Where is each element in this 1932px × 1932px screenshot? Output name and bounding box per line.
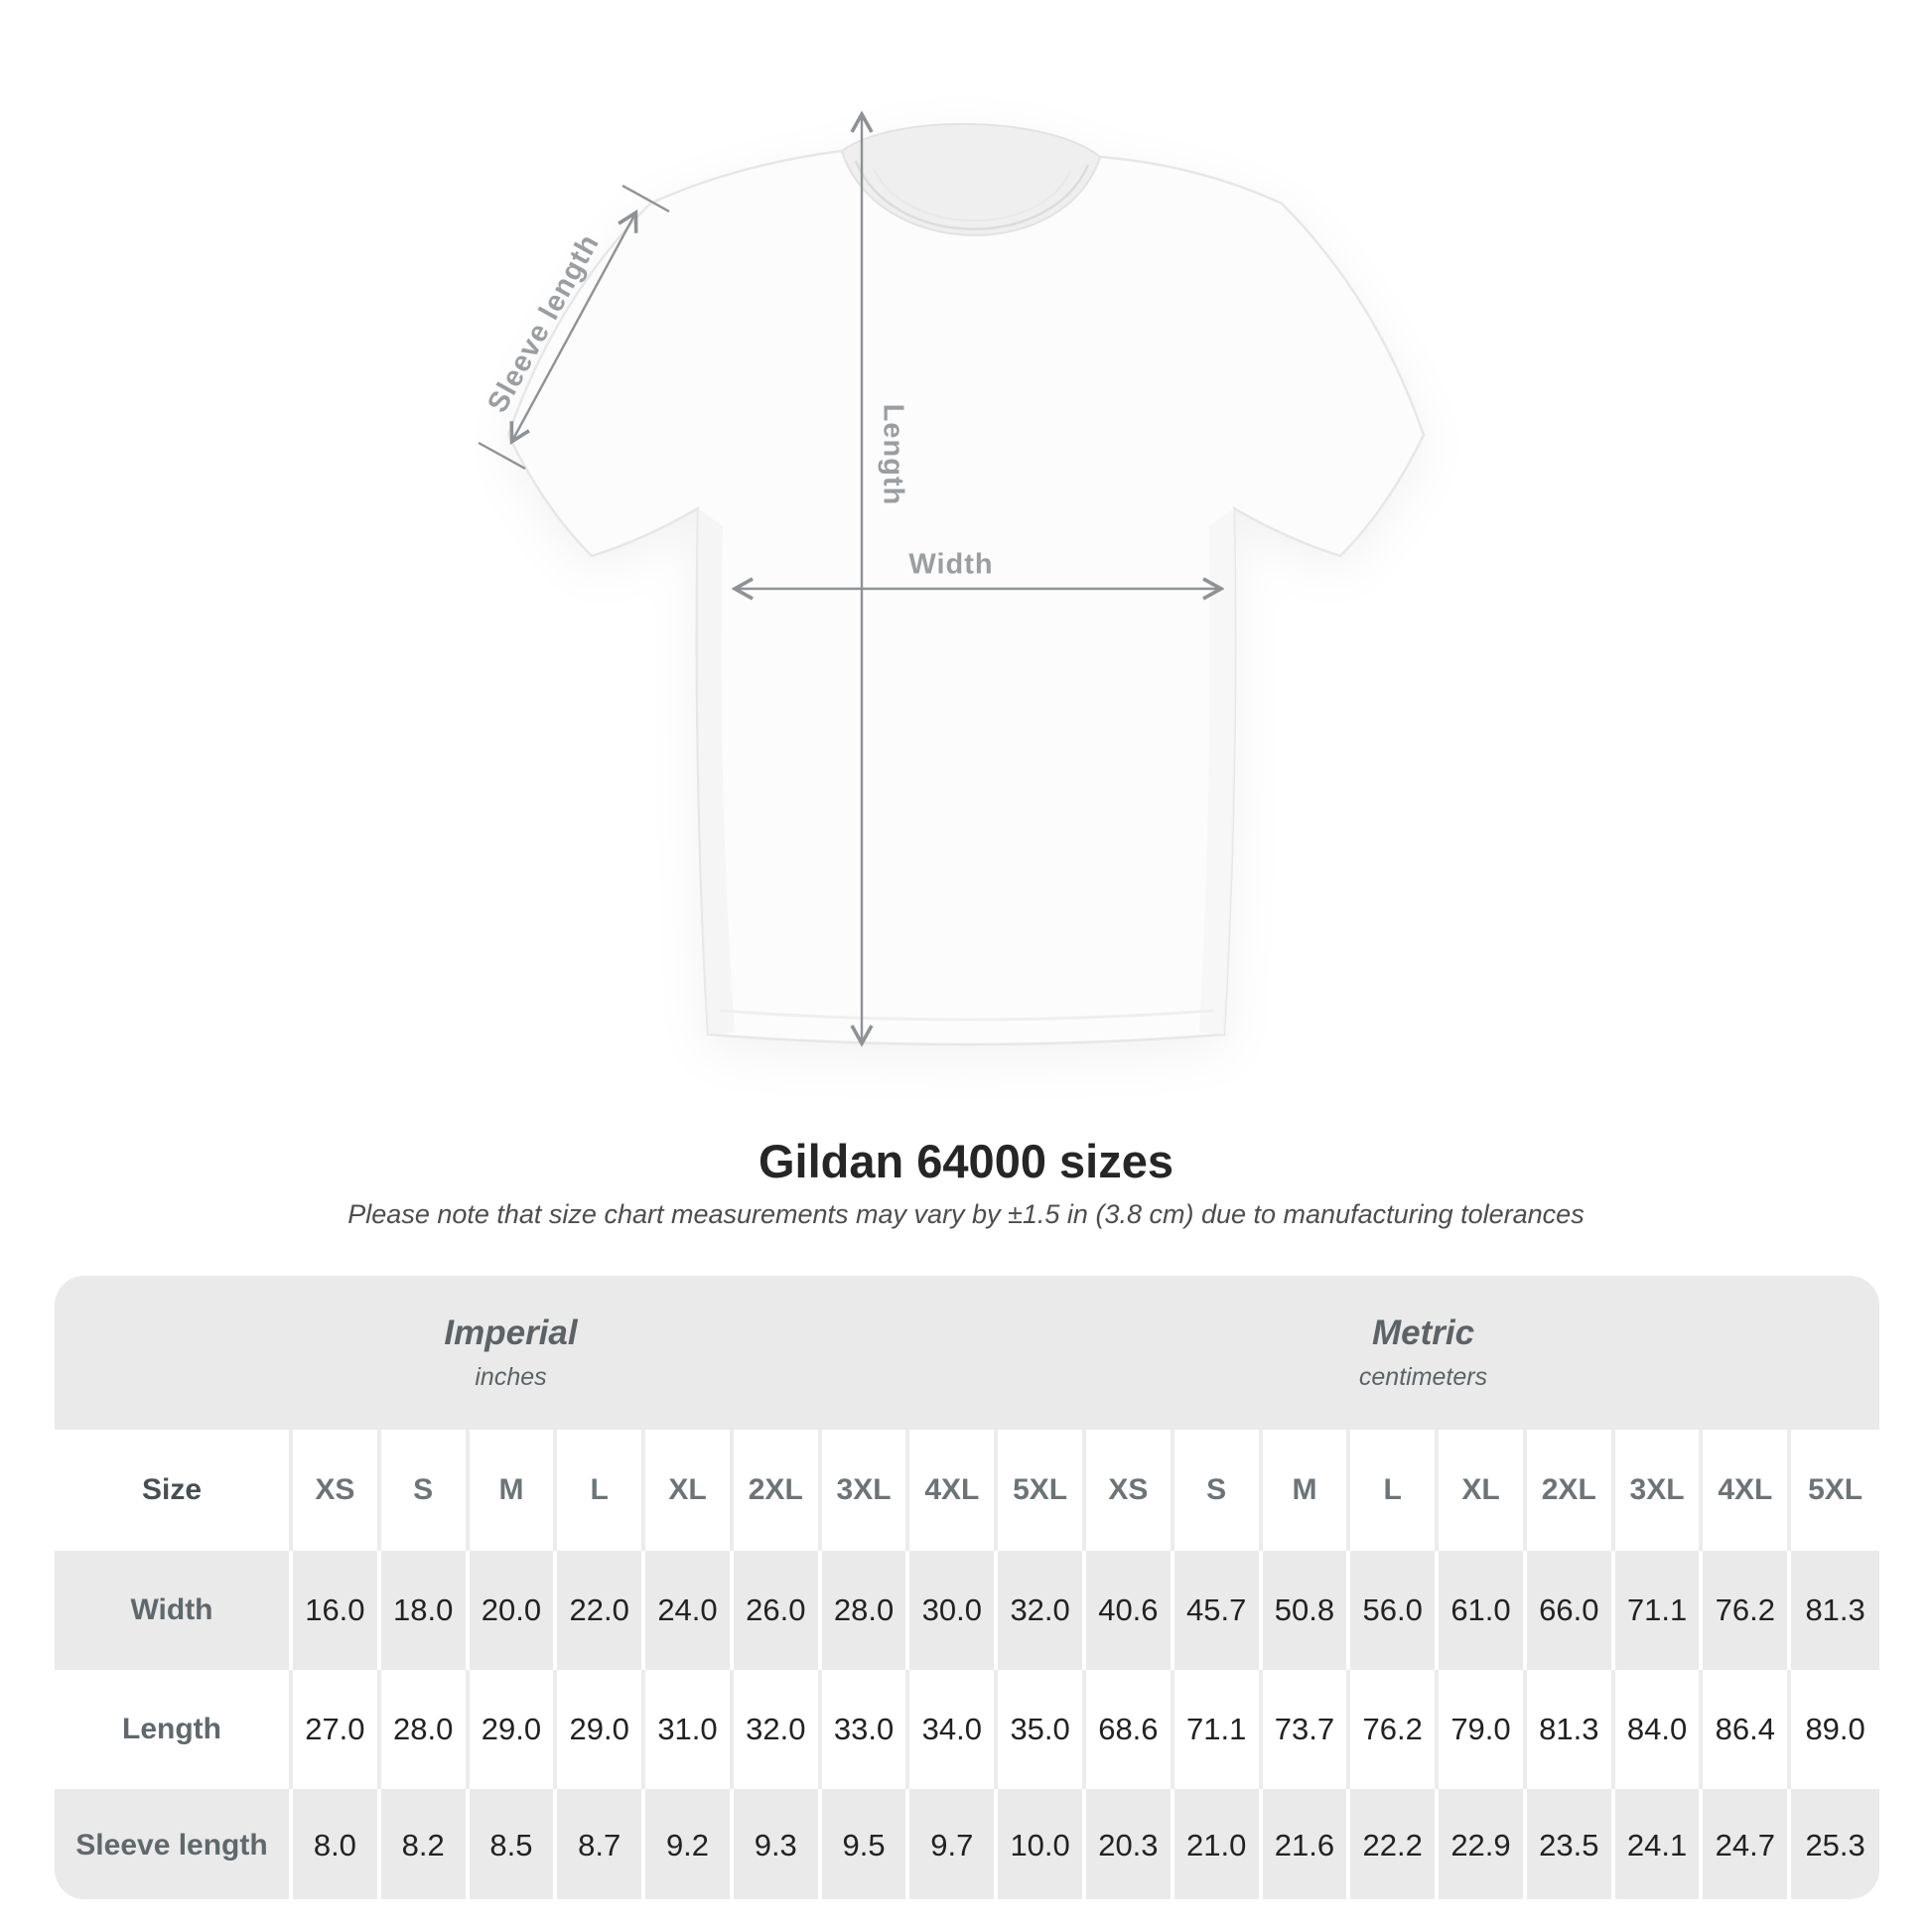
value-cell: 73.7 xyxy=(1262,1670,1351,1789)
value-cell: 76.2 xyxy=(1703,1551,1792,1670)
size-header-cell: 2XL xyxy=(733,1430,822,1551)
value-cell: 27.0 xyxy=(293,1670,381,1789)
size-header-cell: M xyxy=(469,1430,558,1551)
value-cell: 68.6 xyxy=(1086,1670,1174,1789)
value-cell: 34.0 xyxy=(909,1670,999,1789)
value-cell: 28.0 xyxy=(821,1551,910,1670)
value-cell: 79.0 xyxy=(1439,1670,1527,1789)
tshirt-image xyxy=(506,122,1426,1046)
size-header-cell: L xyxy=(1350,1430,1440,1551)
value-cell: 35.0 xyxy=(998,1670,1086,1789)
size-table-grid: Size XS S M L XL 2XL 3XL 4XL 5XL XS S M L XL 2XL 3XL 4XL 5… xyxy=(55,1430,1879,1899)
value-cell: 9.3 xyxy=(733,1789,822,1899)
size-header-cell: 4XL xyxy=(909,1430,999,1551)
row-label: Width xyxy=(55,1551,293,1670)
size-header-cell: 5XL xyxy=(998,1430,1086,1551)
value-cell: 16.0 xyxy=(293,1551,381,1670)
value-cell: 45.7 xyxy=(1173,1551,1263,1670)
value-cell: 9.2 xyxy=(645,1789,734,1899)
size-header-cell: 4XL xyxy=(1703,1430,1792,1551)
value-cell: 81.3 xyxy=(1526,1670,1615,1789)
size-header-cell: XS xyxy=(1086,1430,1174,1551)
value-cell: 24.7 xyxy=(1703,1789,1792,1899)
size-header-cell: L xyxy=(557,1430,646,1551)
value-cell: 89.0 xyxy=(1791,1670,1879,1789)
imperial-title: Imperial xyxy=(444,1313,578,1352)
value-cell: 9.5 xyxy=(821,1789,910,1899)
value-cell: 71.1 xyxy=(1173,1670,1263,1789)
value-cell: 25.3 xyxy=(1791,1789,1879,1899)
value-cell: 31.0 xyxy=(645,1670,734,1789)
row-label: Sleeve length xyxy=(55,1789,293,1899)
size-column-header: Size xyxy=(55,1430,293,1551)
size-header-cell: XL xyxy=(645,1430,734,1551)
value-cell: 24.1 xyxy=(1614,1789,1704,1899)
value-cell: 20.0 xyxy=(469,1551,558,1670)
size-header-cell: S xyxy=(1173,1430,1263,1551)
value-cell: 21.6 xyxy=(1262,1789,1351,1899)
value-cell: 9.7 xyxy=(909,1789,999,1899)
size-header-cell: 3XL xyxy=(1614,1430,1704,1551)
value-cell: 8.7 xyxy=(557,1789,646,1899)
value-cell: 8.0 xyxy=(293,1789,381,1899)
value-cell: 30.0 xyxy=(909,1551,999,1670)
size-header-cell: 2XL xyxy=(1526,1430,1615,1551)
tolerance-note: Please note that size chart measurements… xyxy=(347,1199,1585,1229)
value-cell: 71.1 xyxy=(1614,1551,1704,1670)
value-cell: 8.2 xyxy=(380,1789,470,1899)
value-cell: 81.3 xyxy=(1791,1551,1879,1670)
value-cell: 33.0 xyxy=(821,1670,910,1789)
value-cell: 32.0 xyxy=(998,1551,1086,1670)
value-cell: 20.3 xyxy=(1086,1789,1174,1899)
value-cell: 56.0 xyxy=(1350,1551,1440,1670)
value-cell: 26.0 xyxy=(733,1551,822,1670)
value-cell: 29.0 xyxy=(557,1670,646,1789)
value-cell: 18.0 xyxy=(380,1551,470,1670)
value-cell: 22.2 xyxy=(1350,1789,1440,1899)
metric-header: Metric centimeters xyxy=(967,1276,1879,1430)
value-cell: 10.0 xyxy=(998,1789,1086,1899)
length-label: Length xyxy=(877,403,909,506)
value-cell: 28.0 xyxy=(380,1670,470,1789)
value-cell: 21.0 xyxy=(1173,1789,1263,1899)
page-title: Gildan 64000 sizes xyxy=(758,1135,1174,1187)
value-cell: 50.8 xyxy=(1262,1551,1351,1670)
size-header-cell: 3XL xyxy=(821,1430,910,1551)
metric-unit: centimeters xyxy=(1358,1363,1488,1391)
value-cell: 32.0 xyxy=(733,1670,822,1789)
row-label: Length xyxy=(55,1670,293,1789)
size-table: Imperial inches Metric centimeters Size X… xyxy=(55,1276,1879,1899)
size-header-cell: M xyxy=(1262,1430,1351,1551)
value-cell: 8.5 xyxy=(469,1789,558,1899)
value-cell: 29.0 xyxy=(469,1670,558,1789)
units-header-row: Imperial inches Metric centimeters xyxy=(55,1276,1879,1430)
value-cell: 23.5 xyxy=(1526,1789,1615,1899)
size-header-cell: XS xyxy=(293,1430,381,1551)
value-cell: 22.0 xyxy=(557,1551,646,1670)
sleeve-arrow-bottom-tick xyxy=(478,441,526,471)
value-cell: 40.6 xyxy=(1086,1551,1174,1670)
imperial-unit: inches xyxy=(475,1363,547,1391)
dimension-arrows xyxy=(478,115,1220,1042)
size-header-cell: XL xyxy=(1439,1430,1527,1551)
size-header-cell: 5XL xyxy=(1791,1430,1879,1551)
value-cell: 61.0 xyxy=(1439,1551,1527,1670)
sleeve-arrow-top-tick xyxy=(621,184,670,213)
metric-title: Metric xyxy=(1371,1313,1475,1352)
value-cell: 86.4 xyxy=(1703,1670,1792,1789)
value-cell: 22.9 xyxy=(1439,1789,1527,1899)
value-cell: 66.0 xyxy=(1526,1551,1615,1670)
imperial-header: Imperial inches xyxy=(55,1276,967,1430)
value-cell: 24.0 xyxy=(645,1551,734,1670)
size-header-cell: S xyxy=(380,1430,470,1551)
sleeve-length-arrow xyxy=(512,213,635,441)
value-cell: 76.2 xyxy=(1350,1670,1440,1789)
width-label: Width xyxy=(908,548,994,581)
value-cell: 84.0 xyxy=(1614,1670,1704,1789)
